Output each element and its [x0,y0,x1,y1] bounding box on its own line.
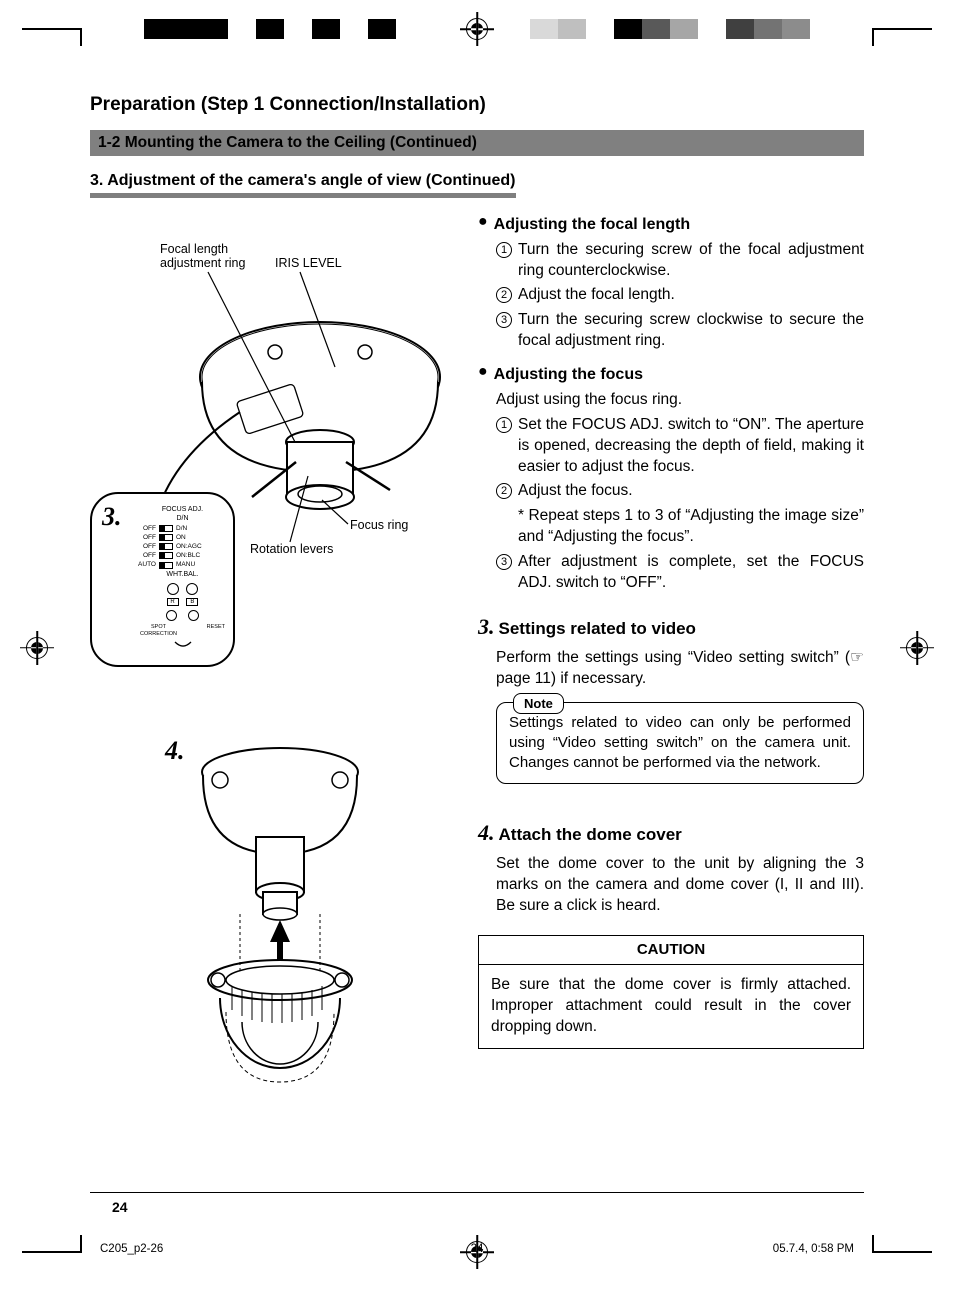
footer-timestamp: 05.7.4, 0:58 PM [773,1243,854,1255]
subsection-heading: 3. Adjustment of the camera's angle of v… [90,172,516,198]
step-title-3: Settings related to video [499,618,696,641]
note-body: Settings related to video can only be pe… [509,714,851,772]
step-body-4: Set the dome cover to the unit by aligni… [496,854,864,917]
list-subnote: * Repeat steps 1 to 3 of “Adjusting the … [518,506,864,548]
footer-filename: C205_p2-26 [100,1243,163,1255]
list-item: 1 Turn the securing screw of the focal ad… [496,240,864,282]
page-footer-rule [90,1192,864,1193]
page-number: 24 [112,1199,128,1215]
figure-label-iris: IRIS LEVEL [275,256,342,270]
focal-steps-list: 1 Turn the securing screw of the focal ad… [478,240,864,353]
crop-corner [0,10,82,48]
list-item: 3 Turn the securing screw clockwise to se… [496,310,864,352]
list-item-text: Adjust the focal length. [518,285,864,306]
list-item: 1 Set the FOCUS ADJ. switch to “ON”. The … [496,415,864,478]
step-number-icon: 2 [496,287,512,303]
callout-number-3: 3. [102,502,122,532]
figure-label-rotation: Rotation levers [250,542,333,556]
panel-label: B [186,598,198,606]
step-number-icon: 1 [496,242,512,258]
bullet-icon: ● [478,364,488,380]
focus-steps-list: 1 Set the FOCUS ADJ. switch to “ON”. The … [478,415,864,594]
list-item-text: Set the FOCUS ADJ. switch to “ON”. The a… [518,415,864,478]
list-item: 2 Adjust the focus. [496,481,864,502]
switch-row: OFFON [138,534,227,542]
step-number-4: 4. [478,818,495,848]
heading-focal: Adjusting the focal length [494,214,690,236]
dome-cover-diagram [170,742,390,1102]
registration-mark [26,637,48,659]
registration-mark [466,18,488,40]
page-content: Preparation (Step 1 Connection/Installat… [90,82,864,1213]
caution-body: Be sure that the dome cover is firmly at… [479,965,863,1048]
crop-marks-top [0,10,954,48]
switch-row: OFFON:BLC [138,552,227,560]
figures-column: Focal length adjustment ring IRIS LEVEL … [90,212,460,1102]
step-number-icon: 3 [496,554,512,570]
switch-panel-callout: 3. FOCUS ADJ. D/N OFFD/NOFFONOFFON:AGCOF… [90,492,235,667]
list-item: 2 Adjust the focal length. [496,285,864,306]
switch-row: AUTOMANU [138,561,227,569]
panel-label: RESET [207,624,225,638]
list-item-text: After adjustment is complete, set the FO… [518,552,864,594]
callout-number-4: 4. [165,736,185,766]
caution-box: CAUTION Be sure that the dome cover is f… [478,935,864,1049]
step-number-3: 3. [478,612,495,642]
figure-label-focus-ring: Focus ring [350,518,408,532]
color-bar-right [530,19,810,39]
list-item-text: Turn the securing screw of the focal adj… [518,240,864,282]
panel-label: R [167,598,179,606]
focus-intro: Adjust using the focus ring. [496,390,864,411]
print-footer: C205_p2-26 24 05.7.4, 0:58 PM [100,1243,854,1255]
list-item-text: Adjust the focus. [518,481,864,502]
text-column: ● Adjusting the focal length 1 Turn the s… [478,212,864,1102]
caution-heading: CAUTION [479,936,863,965]
crop-corner [872,1233,954,1271]
crop-corner [0,1233,82,1271]
note-tab: Note [513,693,564,715]
switch-row: OFFD/N [138,525,227,533]
footer-page: 24 [471,1243,484,1255]
switch-row: OFFON:AGC [138,543,227,551]
step-number-icon: 2 [496,483,512,499]
note-box: Note Settings related to video can only … [496,702,864,785]
crop-corner [872,10,954,48]
list-item-text: Turn the securing screw clockwise to sec… [518,310,864,352]
figure-label-focal-ring: Focal length adjustment ring [160,242,245,271]
step-title-4: Attach the dome cover [499,824,682,847]
heading-focus: Adjusting the focus [494,364,643,386]
step-number-icon: 1 [496,417,512,433]
panel-label: SPOT CORRECTION [140,624,177,638]
step-number-icon: 3 [496,312,512,328]
switch-rows: OFFD/NOFFONOFFON:AGCOFFON:BLCAUTOMANU [138,525,227,570]
registration-mark [906,637,928,659]
bullet-icon: ● [478,214,488,230]
section-bar: 1-2 Mounting the Camera to the Ceiling (… [90,130,864,156]
step-body-3: Perform the settings using “Video settin… [496,648,864,690]
list-item: 3 After adjustment is complete, set the F… [496,552,864,594]
panel-label: D/N [138,515,227,524]
panel-label: FOCUS ADJ. [138,506,227,515]
panel-label: WHT.BAL. [138,571,227,580]
color-bar-left [144,19,424,39]
chapter-title: Preparation (Step 1 Connection/Installat… [90,94,864,116]
